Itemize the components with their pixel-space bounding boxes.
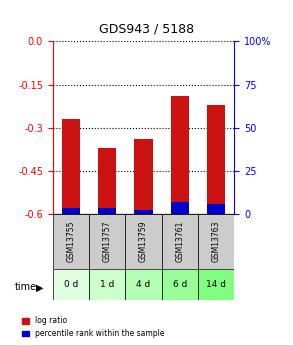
Legend: log ratio, percentile rank within the sample: log ratio, percentile rank within the sa…	[18, 313, 168, 341]
FancyBboxPatch shape	[89, 214, 125, 269]
Text: 1 d: 1 d	[100, 280, 115, 289]
Text: 4 d: 4 d	[137, 280, 151, 289]
Bar	[171, 96, 189, 202]
Bar	[134, 139, 153, 209]
Bar	[98, 208, 116, 214]
Text: 14 d: 14 d	[206, 280, 226, 289]
Text: GSM13763: GSM13763	[212, 221, 221, 262]
FancyBboxPatch shape	[53, 269, 89, 300]
FancyBboxPatch shape	[198, 269, 234, 300]
Text: time: time	[15, 283, 37, 292]
Text: ▶: ▶	[36, 283, 43, 292]
Text: GSM13755: GSM13755	[67, 221, 75, 262]
Text: GSM13759: GSM13759	[139, 221, 148, 262]
FancyBboxPatch shape	[198, 214, 234, 269]
Bar	[62, 119, 80, 208]
Text: 0 d: 0 d	[64, 280, 78, 289]
Bar	[134, 209, 153, 214]
Bar	[98, 148, 116, 208]
FancyBboxPatch shape	[162, 269, 198, 300]
Bar	[62, 208, 80, 214]
FancyBboxPatch shape	[53, 214, 89, 269]
Text: GSM13761: GSM13761	[176, 221, 184, 262]
Bar	[207, 105, 225, 204]
Text: GSM13757: GSM13757	[103, 221, 112, 262]
FancyBboxPatch shape	[89, 269, 125, 300]
Text: 6 d: 6 d	[173, 280, 187, 289]
Bar	[171, 202, 189, 214]
Text: GDS943 / 5188: GDS943 / 5188	[99, 22, 194, 36]
FancyBboxPatch shape	[125, 214, 162, 269]
FancyBboxPatch shape	[162, 214, 198, 269]
Bar	[207, 204, 225, 214]
FancyBboxPatch shape	[125, 269, 162, 300]
